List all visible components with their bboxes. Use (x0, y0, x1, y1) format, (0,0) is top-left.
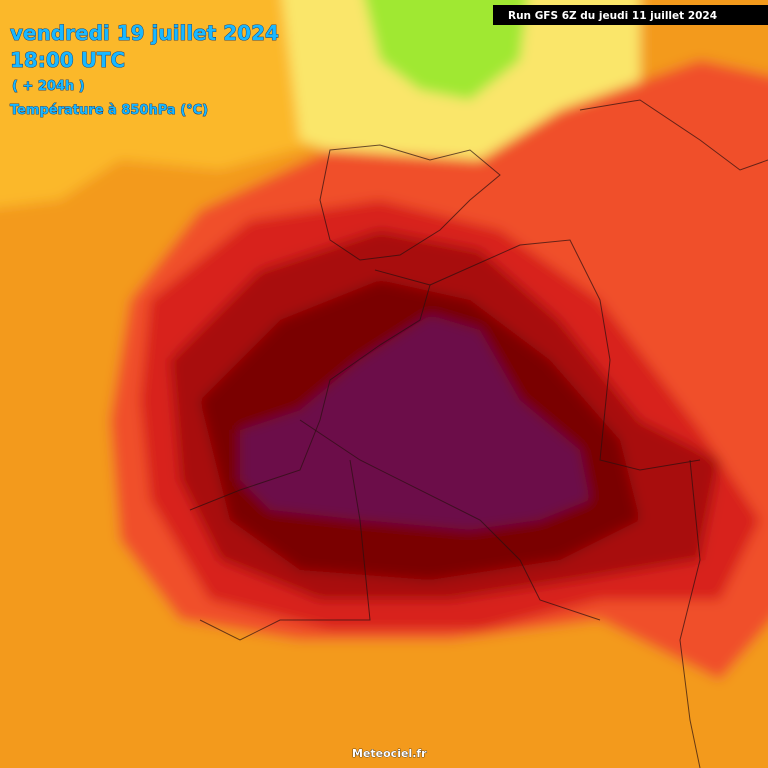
parameter-label: Température à 850hPa (°C) (10, 103, 208, 118)
field-green (365, 0, 528, 100)
balkan-border (579, 99, 768, 171)
forecast-time: 18:00 UTC (10, 48, 125, 72)
field-purple (240, 315, 590, 530)
country-borders (189, 99, 768, 768)
morocco-coast (189, 269, 431, 511)
forecast-date: vendredi 19 juillet 2024 (10, 21, 279, 45)
field-warm-yellow (0, 0, 357, 208)
mali-border (299, 419, 601, 621)
run-label: Run GFS 6Z du jeudi 11 juillet 2024 (508, 10, 717, 22)
algeria-libya-border (429, 239, 701, 471)
credit: Meteociel.fr (352, 747, 427, 760)
run-box (493, 5, 768, 25)
mauritania-border (199, 459, 371, 641)
chad-border (679, 459, 701, 768)
iberia-border (319, 144, 501, 261)
forecast-offset: ( + 204h ) (12, 79, 85, 94)
